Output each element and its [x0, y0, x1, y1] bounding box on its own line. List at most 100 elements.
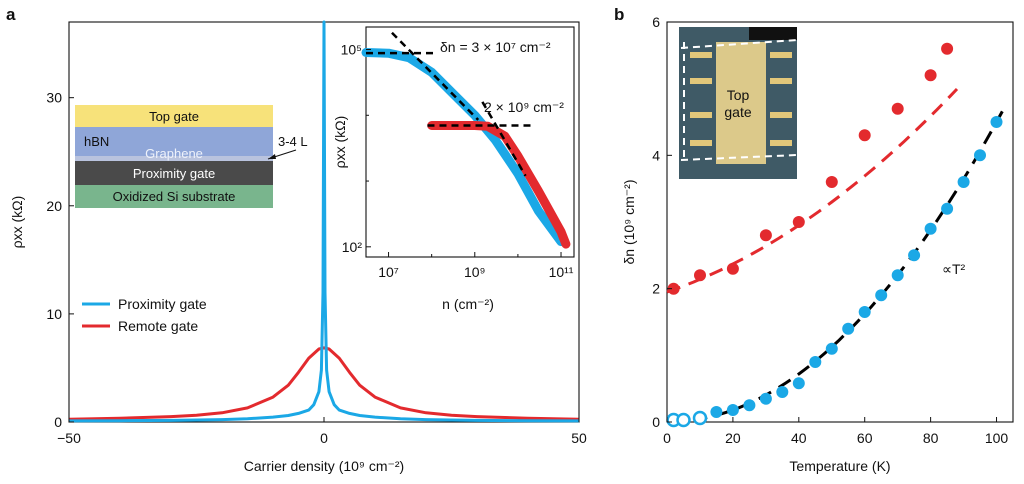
photo-lead — [770, 78, 792, 84]
device-photo: Top gate — [679, 27, 798, 179]
inset-y-tick-label: 10⁵ — [341, 42, 362, 58]
b-x-tick-label: 80 — [923, 430, 939, 446]
inset-x-tick-label: 10⁹ — [464, 264, 486, 280]
panel-b-xlabel: Temperature (K) — [789, 458, 890, 474]
panel-b-plot: 0 20 40 60 80 100 0 2 4 6 Temperature (K) δn (10⁹… — [621, 14, 1014, 474]
point-proximity-gate — [726, 404, 739, 416]
callout-arrowhead — [268, 154, 276, 159]
point-remote-gate — [891, 102, 904, 115]
panel-a-series-group — [68, 20, 580, 423]
layer-hbn-label: hBN — [84, 134, 109, 149]
panel-a-letter: a — [6, 5, 16, 24]
b-y-tick-label: 4 — [652, 147, 660, 163]
point-proximity-gate — [809, 356, 822, 368]
layer-proximity-gate-label: Proximity gate — [133, 166, 215, 181]
layer-proximity-gate — [75, 161, 273, 185]
layer-graphene-label: Graphene — [145, 146, 203, 161]
layer-top-gate — [75, 105, 273, 127]
inset-x-tick-label: 10¹¹ — [549, 264, 574, 280]
photo-lead — [770, 112, 792, 118]
point-proximity-gate — [990, 116, 1003, 128]
point-proximity-gate — [676, 412, 691, 428]
point-proximity-gate — [974, 149, 986, 162]
photo-top-gate — [716, 42, 766, 164]
inset-frame — [365, 26, 575, 258]
legend-remote-label: Remote gate — [118, 318, 198, 334]
b-y-tick-label: 6 — [652, 14, 660, 30]
b-x-tick-label: 0 — [663, 430, 671, 446]
layer-hbn — [75, 127, 273, 156]
panel-b-ticks-group: 0 20 40 60 80 100 0 2 4 6 — [652, 14, 1008, 446]
layer-substrate-label: Oxidized Si substrate — [113, 189, 236, 204]
point-proximity-gate — [759, 392, 772, 405]
point-remote-gate — [924, 69, 937, 82]
layer-substrate — [75, 185, 273, 208]
photo-scale-bar — [749, 27, 797, 40]
photo-dashed-outline — [680, 39, 798, 161]
point-proximity-gate — [825, 342, 838, 355]
panel-a-inset: 10⁷ 10⁹ 10¹¹ 10⁵ 10² δn = 3 × 10⁷ cm⁻² 2 × 1… — [332, 26, 575, 312]
point-proximity-gate — [875, 289, 888, 302]
photo-label-gate: gate — [724, 104, 751, 120]
fit-label: ∝T² — [942, 261, 966, 277]
b-x-tick-label: 20 — [725, 430, 741, 446]
photo-lead — [770, 140, 792, 146]
inset-xlabel: n (cm⁻²) — [442, 296, 494, 312]
panel-b-letter: b — [614, 5, 624, 24]
panel-a-xlabel: Carrier density (10⁹ cm⁻²) — [244, 458, 404, 474]
point-proximity-gate — [692, 410, 708, 426]
point-proximity-gate — [710, 406, 723, 418]
point-remote-gate — [941, 42, 954, 55]
x-tick-label: −50 — [57, 430, 81, 446]
inset-fit-slope-proximity — [391, 31, 480, 121]
b-y-tick-label: 0 — [652, 414, 660, 430]
point-remote-gate — [825, 176, 838, 188]
inset-fit-slope-remote — [481, 101, 527, 177]
photo-lead — [770, 52, 792, 58]
point-remote-gate — [726, 262, 739, 275]
inset-ticks-group: 10⁷ 10⁹ 10¹¹ 10⁵ 10² — [341, 42, 574, 280]
photo-label-top: Top — [727, 87, 750, 103]
y-tick-label: 10 — [46, 306, 62, 322]
point-proximity-gate — [957, 176, 970, 188]
point-proximity-gate — [941, 202, 954, 215]
b-x-tick-label: 60 — [857, 430, 873, 446]
inset-ylabel: ρxx (kΩ) — [332, 116, 348, 169]
b-x-tick-label: 100 — [985, 430, 1009, 446]
b-y-tick-label: 2 — [652, 281, 660, 297]
point-proximity-gate — [842, 322, 855, 335]
panel-a-ylabel: ρxx (kΩ) — [9, 196, 25, 249]
panel-b-frame — [666, 21, 1014, 423]
inset-y-tick-label: 10² — [342, 239, 363, 255]
point-proximity-gate — [776, 386, 789, 398]
inset-annotation-2: 2 × 10⁹ cm⁻² — [484, 99, 564, 115]
y-tick-label: 0 — [54, 414, 62, 430]
y-tick-label: 30 — [46, 90, 62, 106]
photo-lead — [690, 112, 712, 118]
photo-lead — [690, 52, 712, 58]
photo-lead — [690, 78, 712, 84]
series-proximity-gate-line — [68, 20, 580, 423]
inset-x-tick-label: 10⁷ — [378, 264, 399, 280]
fit-line-remote — [666, 87, 959, 294]
point-remote-gate — [792, 216, 805, 228]
point-proximity-gate — [924, 222, 937, 235]
panel-a-legend: Proximity gate Remote gate — [82, 296, 207, 334]
panel-b-series-group — [666, 42, 1003, 428]
point-remote-gate — [759, 229, 772, 242]
point-remote-gate — [694, 269, 706, 282]
layer-stack-diagram: Top gate hBN Graphene Proximity gate Oxi… — [75, 105, 308, 208]
b-x-tick-label: 40 — [791, 430, 807, 446]
point-proximity-gate — [908, 249, 921, 262]
layer-top-gate-label: Top gate — [149, 109, 199, 124]
point-remote-gate — [858, 129, 871, 142]
point-proximity-gate — [858, 306, 871, 318]
inset-series-remote-gate — [427, 121, 571, 249]
x-tick-label: 0 — [320, 430, 328, 446]
layer-graphene — [75, 156, 273, 161]
x-tick-label: 50 — [571, 430, 587, 446]
point-proximity-gate — [792, 377, 805, 390]
